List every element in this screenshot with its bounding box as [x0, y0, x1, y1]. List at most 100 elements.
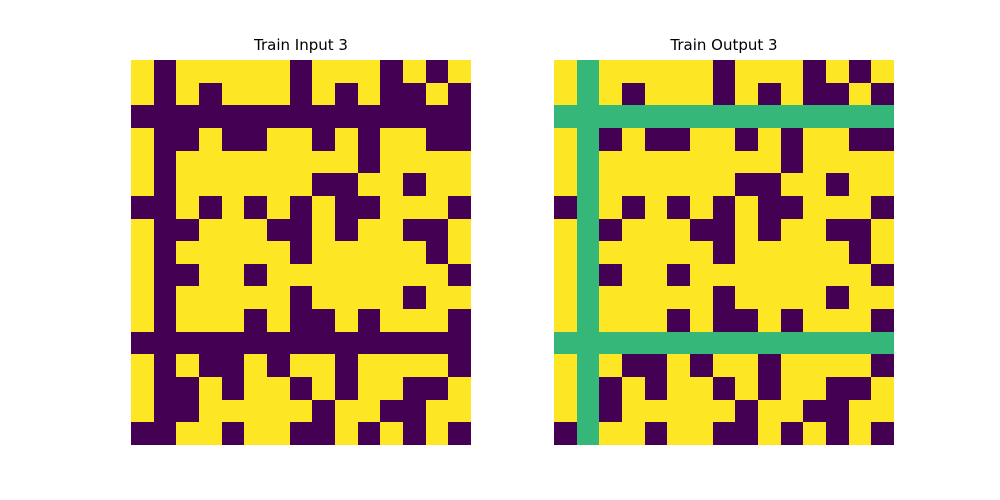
grid-cell — [198, 377, 222, 400]
grid-cell — [757, 354, 781, 378]
grid-cell — [312, 60, 335, 83]
grid-cell — [425, 399, 449, 423]
grid-cell — [599, 60, 622, 83]
grid-cell — [712, 60, 736, 83]
grid-cell — [334, 422, 358, 445]
grid-cell — [425, 218, 449, 242]
grid-cell — [221, 150, 245, 174]
grid-cell — [357, 60, 381, 83]
grid-cell — [266, 195, 290, 219]
grid-cell — [131, 263, 154, 287]
grid-cell — [780, 173, 804, 196]
grid-cell — [266, 82, 290, 106]
grid-cell — [334, 309, 358, 332]
grid-cell — [735, 82, 758, 106]
grid-cell — [402, 399, 426, 423]
grid-cell — [402, 286, 426, 310]
grid-cell — [576, 286, 600, 310]
grid-cell — [848, 422, 872, 445]
grid-cell — [644, 377, 668, 400]
grid-cell — [176, 195, 199, 219]
grid-cell — [266, 331, 290, 355]
grid-cell — [712, 241, 736, 264]
grid-cell — [780, 286, 804, 310]
grid-cell — [266, 127, 290, 151]
grid-cell — [448, 286, 471, 310]
grid-cell — [221, 105, 245, 128]
grid-cell — [176, 82, 199, 106]
grid-cell — [621, 60, 645, 83]
grid-cell — [871, 195, 894, 219]
grid-cell — [871, 105, 894, 128]
grid-cell — [334, 377, 358, 400]
grid-cell — [380, 331, 403, 355]
grid-cell — [244, 82, 267, 106]
grid-cell — [198, 354, 222, 378]
grid-cell — [621, 150, 645, 174]
grid-cell — [334, 150, 358, 174]
grid-cell — [576, 263, 600, 287]
grid-cell — [757, 263, 781, 287]
grid-cell — [757, 422, 781, 445]
grid-cell — [780, 150, 804, 174]
grid-cell — [289, 286, 313, 310]
grid-cell — [780, 422, 804, 445]
grid-cell — [244, 286, 267, 310]
grid-cell — [667, 105, 690, 128]
grid-cell — [735, 263, 758, 287]
grid-cell — [402, 150, 426, 174]
grid-cell — [425, 309, 449, 332]
grid-cell — [825, 195, 849, 219]
grid-cell — [757, 309, 781, 332]
grid-cell — [576, 354, 600, 378]
grid-cell — [176, 105, 199, 128]
grid-cell — [780, 241, 804, 264]
grid-cell — [825, 241, 849, 264]
grid-cell — [312, 354, 335, 378]
grid-cell — [689, 173, 713, 196]
grid-cell — [312, 309, 335, 332]
grid-cell — [357, 263, 381, 287]
grid-cell — [712, 195, 736, 219]
grid-cell — [244, 377, 267, 400]
grid-cell — [848, 173, 872, 196]
grid-cell — [757, 60, 781, 83]
grid-cell — [554, 331, 577, 355]
grid-cell — [244, 263, 267, 287]
grid-cell — [712, 173, 736, 196]
grid-cell — [448, 218, 471, 242]
grid-cell — [221, 354, 245, 378]
grid-cell — [576, 422, 600, 445]
grid-cell — [825, 60, 849, 83]
grid-cell — [357, 195, 381, 219]
grid-cell — [712, 354, 736, 378]
grid-cell — [848, 354, 872, 378]
grid-cell — [825, 105, 849, 128]
grid-cell — [554, 354, 577, 378]
grid-cell — [448, 60, 471, 83]
grid-cell — [689, 354, 713, 378]
grid-cell — [848, 399, 872, 423]
grid-cell — [848, 150, 872, 174]
grid-cell — [689, 399, 713, 423]
grid-cell — [380, 422, 403, 445]
grid-cell — [221, 263, 245, 287]
grid-cell — [871, 377, 894, 400]
grid-cell — [825, 399, 849, 423]
grid-cell — [599, 331, 622, 355]
grid-cell — [198, 127, 222, 151]
grid-cell — [131, 422, 154, 445]
grid-cell — [357, 399, 381, 423]
grid-cell — [576, 331, 600, 355]
grid-cell — [621, 377, 645, 400]
grid-cell — [334, 195, 358, 219]
grid-cell — [780, 399, 804, 423]
grid-cell — [735, 309, 758, 332]
grid-cell — [380, 263, 403, 287]
grid-cell — [667, 309, 690, 332]
grid-cell — [554, 422, 577, 445]
grid-cell — [803, 195, 826, 219]
grid-cell — [176, 331, 199, 355]
grid-cell — [244, 173, 267, 196]
grid-cell — [644, 127, 668, 151]
